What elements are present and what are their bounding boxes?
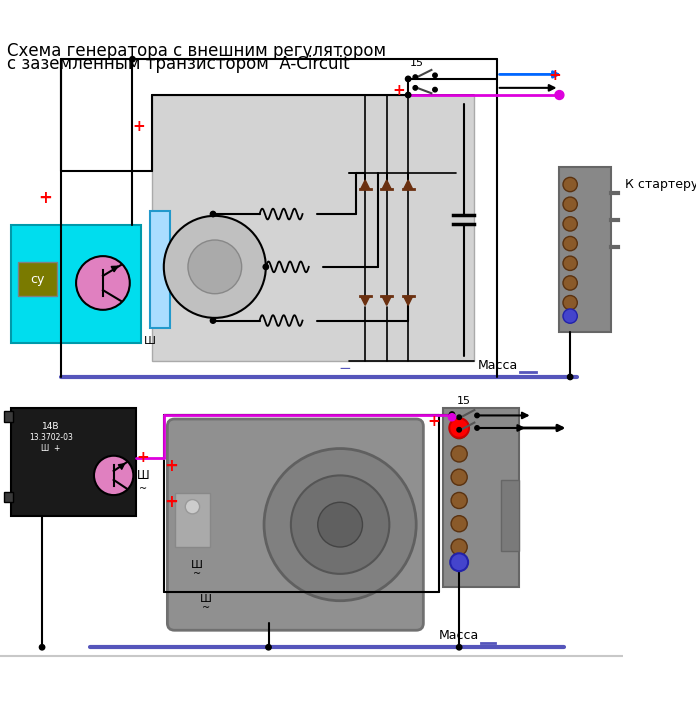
Text: +: + (137, 450, 150, 465)
Text: ~: ~ (202, 603, 210, 613)
Circle shape (563, 237, 577, 251)
Text: К стартеру: К стартеру (625, 178, 696, 191)
Circle shape (457, 415, 461, 419)
Text: ~: ~ (139, 484, 148, 494)
Text: +: + (38, 189, 52, 207)
Circle shape (563, 309, 577, 324)
Circle shape (266, 644, 271, 650)
Circle shape (451, 493, 467, 508)
Circle shape (451, 423, 467, 439)
Circle shape (433, 88, 437, 92)
Polygon shape (404, 180, 413, 189)
Circle shape (563, 296, 577, 310)
Circle shape (563, 178, 577, 192)
Polygon shape (361, 296, 370, 306)
Text: Ш  +: Ш + (41, 444, 61, 453)
Text: Масса: Масса (478, 359, 519, 372)
Circle shape (567, 375, 573, 380)
Circle shape (450, 412, 454, 417)
Circle shape (210, 318, 216, 324)
Circle shape (451, 539, 467, 555)
Text: Масса: Масса (438, 629, 479, 642)
Circle shape (450, 554, 468, 571)
Circle shape (188, 240, 242, 294)
Bar (10, 408, 136, 516)
Circle shape (563, 276, 577, 290)
Circle shape (433, 73, 437, 78)
Bar (150, 211, 170, 328)
Text: Ш: Ш (137, 469, 150, 482)
Text: Ш: Ш (143, 336, 155, 346)
Bar (3, 492, 13, 503)
Text: 13.3702-03: 13.3702-03 (29, 434, 73, 442)
Bar (175, 493, 210, 547)
Polygon shape (382, 180, 391, 189)
Polygon shape (361, 180, 370, 189)
Text: +: + (164, 493, 178, 511)
Bar (501, 480, 519, 551)
Circle shape (450, 418, 469, 438)
Circle shape (291, 475, 389, 574)
Text: +: + (132, 119, 145, 134)
Bar (560, 167, 611, 332)
Circle shape (164, 216, 266, 318)
Circle shape (406, 76, 411, 81)
Circle shape (563, 197, 577, 211)
FancyBboxPatch shape (167, 419, 423, 631)
Circle shape (457, 428, 461, 432)
Circle shape (413, 86, 418, 90)
Text: с заземленным транзистором  A-Circuit: с заземленным транзистором A-Circuit (7, 55, 350, 73)
Circle shape (563, 256, 577, 270)
Text: +: + (164, 457, 178, 475)
Text: −: − (338, 360, 351, 375)
Circle shape (210, 211, 216, 216)
Circle shape (475, 413, 480, 418)
Text: +: + (428, 414, 441, 429)
Circle shape (555, 91, 564, 99)
Circle shape (129, 57, 135, 62)
Circle shape (451, 469, 467, 485)
Circle shape (413, 75, 418, 79)
Bar (3, 411, 13, 422)
Text: Ш: Ш (191, 560, 203, 570)
Circle shape (406, 92, 411, 98)
Circle shape (457, 644, 462, 650)
Circle shape (450, 415, 454, 420)
Text: +: + (393, 83, 406, 98)
Circle shape (318, 503, 363, 547)
Circle shape (451, 516, 467, 532)
Circle shape (40, 644, 45, 650)
Circle shape (451, 446, 467, 462)
Polygon shape (404, 296, 413, 306)
Text: ~: ~ (193, 569, 201, 579)
Text: 15: 15 (410, 58, 424, 68)
Circle shape (264, 449, 416, 600)
Polygon shape (382, 296, 391, 306)
Bar (10, 225, 141, 343)
Circle shape (475, 426, 480, 430)
Text: 14В: 14В (42, 422, 60, 431)
Circle shape (563, 216, 577, 231)
Circle shape (448, 413, 456, 421)
Circle shape (185, 500, 200, 514)
Bar (152, 95, 475, 361)
Text: су: су (31, 273, 45, 286)
Text: +: + (548, 68, 561, 83)
Bar (443, 408, 519, 587)
Circle shape (263, 264, 269, 270)
Bar (18, 262, 57, 296)
Text: Ш: Ш (200, 594, 212, 604)
Text: Схема генератора с внешним регулятором: Схема генератора с внешним регулятором (7, 42, 386, 60)
Circle shape (94, 456, 134, 495)
Text: 15: 15 (457, 396, 470, 406)
Circle shape (76, 256, 129, 310)
